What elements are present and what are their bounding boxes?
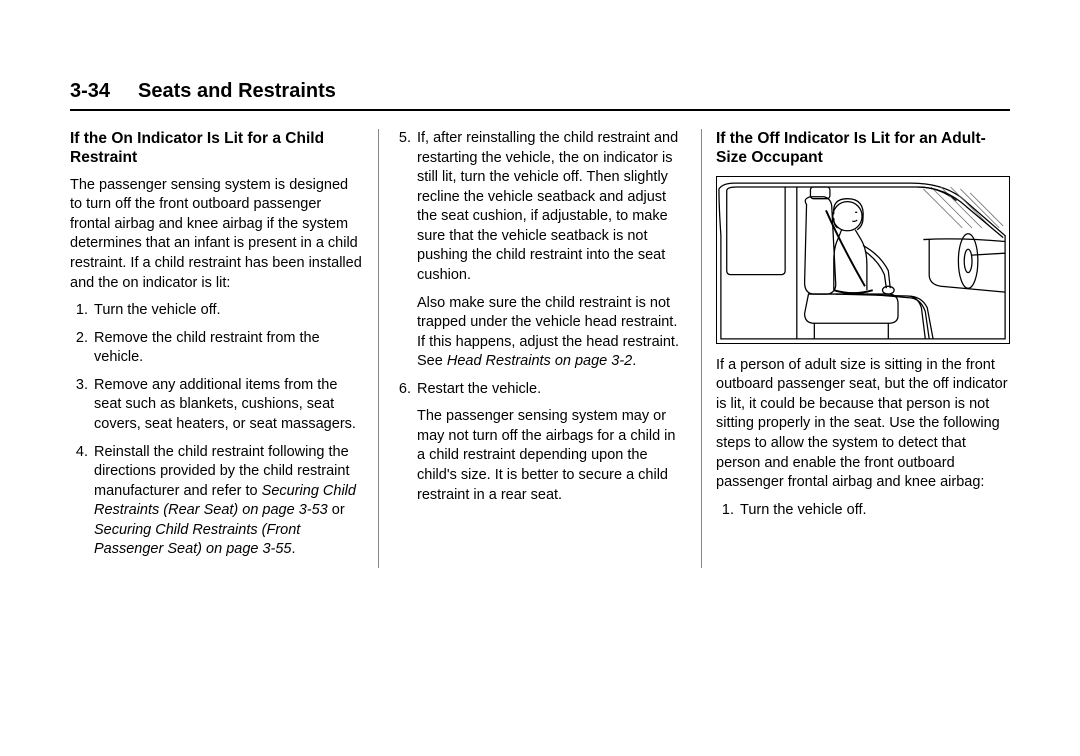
occupant-line-art	[717, 177, 1009, 343]
steps-list-2: If, after reinstalling the child restrai…	[393, 129, 687, 505]
columns: If the On Indicator Is Lit for a Child R…	[70, 129, 1010, 568]
list-text: .	[632, 353, 636, 369]
list-text: or	[328, 502, 345, 518]
illustration-adult-occupant	[716, 176, 1010, 344]
column-1: If the On Indicator Is Lit for a Child R…	[70, 129, 378, 568]
subheading-off-indicator: If the Off Indicator Is Lit for an Adult…	[716, 129, 1010, 168]
list-item: Remove any additional items from the sea…	[92, 376, 364, 435]
paragraph: If a person of adult size is sitting in …	[716, 356, 1010, 493]
list-text: If, after reinstalling the child restrai…	[417, 130, 678, 283]
list-ref: Head Restraints on page 3-2	[447, 353, 632, 369]
column-3: If the Off Indicator Is Lit for an Adult…	[702, 129, 1010, 568]
list-item: Reinstall the child restraint following …	[92, 443, 364, 560]
list-item: Turn the vehicle off.	[92, 301, 364, 321]
list-sub-paragraph: Also make sure the child restraint is no…	[417, 294, 687, 372]
subheading-on-indicator: If the On Indicator Is Lit for a Child R…	[70, 129, 364, 168]
list-text: .	[292, 541, 296, 557]
list-sub-paragraph: The passenger sensing system may or may …	[417, 407, 687, 505]
page-container: 3-34 Seats and Restraints If the On Indi…	[0, 0, 1080, 608]
list-text: Restart the vehicle.	[417, 381, 541, 397]
list-item: Remove the child restraint from the vehi…	[92, 329, 364, 368]
page-number: 3-34	[70, 80, 110, 103]
header-row: 3-34 Seats and Restraints	[70, 80, 1010, 111]
list-ref: Securing Child Restraints (Front Passeng…	[94, 522, 300, 558]
intro-paragraph: The passenger sensing system is designed…	[70, 176, 364, 293]
list-item: Restart the vehicle. The passenger sensi…	[415, 380, 687, 505]
steps-list-3: Turn the vehicle off.	[716, 501, 1010, 521]
column-2: If, after reinstalling the child restrai…	[379, 129, 701, 568]
list-item: If, after reinstalling the child restrai…	[415, 129, 687, 372]
steps-list-1: Turn the vehicle off. Remove the child r…	[70, 301, 364, 560]
list-item: Turn the vehicle off.	[738, 501, 1010, 521]
section-title: Seats and Restraints	[138, 80, 336, 103]
